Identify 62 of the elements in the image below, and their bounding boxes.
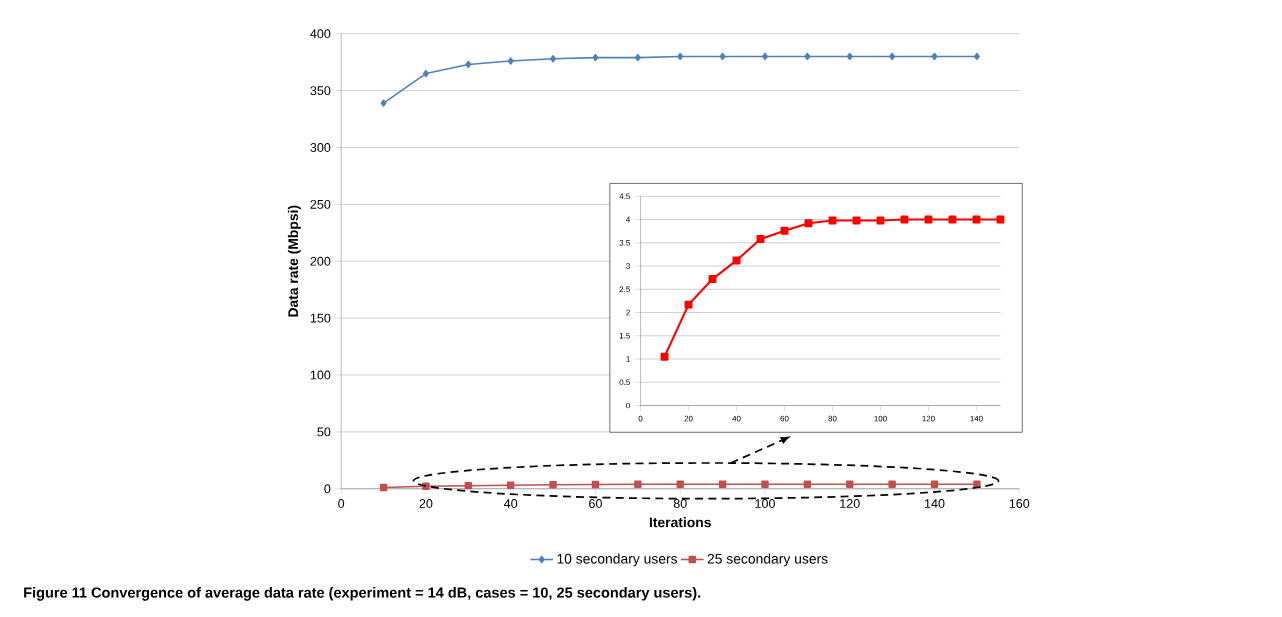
x-axis-title: Iterations bbox=[649, 517, 711, 528]
y-axis-title: Data rate (Mbpsi) bbox=[287, 205, 301, 317]
x-tick-label: 100 bbox=[755, 499, 775, 509]
text: Figure 11 Convergence of average data rate (experiment = 14 dB, cases = 10, 25 secondary users). bbox=[24, 587, 701, 601]
point bbox=[549, 481, 557, 489]
point bbox=[924, 215, 933, 224]
point bbox=[973, 52, 980, 61]
point bbox=[732, 256, 741, 265]
point bbox=[464, 482, 473, 490]
point bbox=[708, 275, 717, 284]
point bbox=[718, 480, 727, 489]
y-tick-label: 300 bbox=[310, 143, 331, 153]
point bbox=[591, 480, 600, 489]
point bbox=[948, 215, 957, 224]
point bbox=[634, 54, 641, 62]
point bbox=[550, 55, 557, 63]
x-tick-label: 60 bbox=[589, 499, 602, 509]
y-tick-label: 350 bbox=[310, 86, 331, 96]
point bbox=[676, 480, 684, 489]
point bbox=[422, 69, 429, 78]
point bbox=[592, 54, 599, 62]
legend-label: 25 secondary users bbox=[707, 553, 828, 567]
point bbox=[972, 215, 981, 224]
point bbox=[804, 219, 813, 228]
y-tick-label: 250 bbox=[310, 200, 331, 209]
y-tick-label: 400 bbox=[310, 29, 331, 39]
point bbox=[803, 480, 812, 489]
point bbox=[930, 480, 939, 489]
point bbox=[507, 57, 514, 65]
x-tick-label: 160 bbox=[1009, 499, 1030, 509]
x-tick-label: 140 bbox=[925, 499, 945, 509]
point bbox=[889, 52, 896, 61]
point bbox=[465, 60, 472, 69]
point bbox=[996, 215, 1005, 224]
point bbox=[756, 235, 765, 244]
x-tick-label: 80 bbox=[673, 499, 687, 509]
y-tick-label: 150 bbox=[310, 313, 331, 323]
y-tick-label: 50 bbox=[317, 427, 331, 437]
point bbox=[684, 300, 693, 309]
point bbox=[634, 480, 642, 489]
point bbox=[804, 52, 811, 61]
point bbox=[719, 52, 726, 61]
point bbox=[380, 99, 387, 107]
point bbox=[660, 352, 669, 361]
point bbox=[780, 226, 789, 235]
legend-label: 10 secondary users bbox=[557, 553, 678, 567]
point bbox=[379, 484, 388, 492]
y-tick-label: 100 bbox=[310, 370, 331, 380]
point bbox=[900, 215, 909, 224]
point bbox=[761, 480, 769, 489]
point bbox=[888, 480, 896, 489]
point bbox=[846, 480, 854, 489]
y-tick-label: 200 bbox=[310, 256, 331, 266]
point bbox=[677, 52, 684, 61]
x-tick-label: 20 bbox=[419, 499, 433, 509]
point bbox=[506, 481, 515, 490]
x-tick-label: 40 bbox=[504, 499, 518, 509]
y-tick-label: 0 bbox=[324, 484, 331, 494]
point bbox=[846, 52, 853, 61]
point bbox=[931, 52, 938, 61]
x-tick-label: 120 bbox=[840, 499, 860, 509]
x-tick-label: 0 bbox=[338, 499, 345, 509]
